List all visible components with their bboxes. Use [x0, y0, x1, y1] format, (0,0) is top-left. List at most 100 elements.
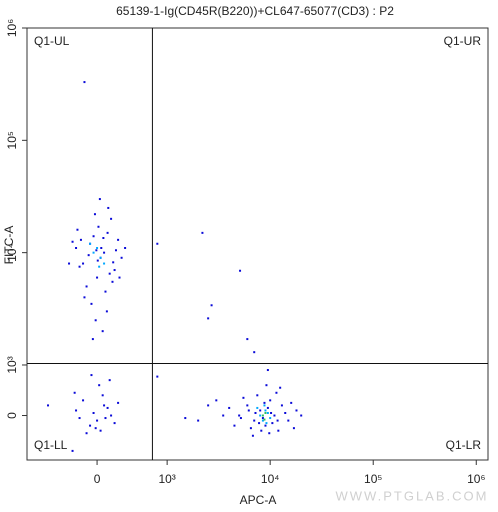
data-point — [75, 409, 78, 412]
data-point — [93, 213, 96, 216]
data-point — [104, 417, 107, 420]
data-point — [106, 406, 109, 409]
data-point — [266, 411, 269, 414]
data-point — [228, 406, 231, 409]
data-point — [101, 394, 104, 397]
data-point — [98, 198, 101, 201]
data-point — [94, 319, 97, 322]
data-point — [295, 409, 298, 412]
data-point — [95, 249, 98, 252]
data-point — [201, 231, 204, 234]
data-point — [89, 242, 92, 245]
data-point — [277, 429, 280, 432]
data-point — [68, 262, 71, 265]
data-point — [275, 391, 278, 394]
data-point — [47, 404, 50, 407]
data-point — [85, 285, 88, 288]
data-point — [258, 422, 261, 425]
data-point — [106, 231, 109, 234]
data-point — [120, 256, 123, 259]
data-point — [83, 296, 86, 299]
data-point — [92, 251, 95, 254]
data-point — [253, 419, 256, 422]
data-point — [102, 237, 105, 240]
data-point — [238, 414, 241, 417]
data-point — [92, 411, 95, 414]
data-point — [280, 404, 283, 407]
data-point — [246, 338, 249, 341]
data-point — [251, 434, 254, 437]
data-point — [85, 432, 88, 435]
data-point — [210, 304, 213, 307]
data-point — [256, 406, 259, 409]
data-point — [108, 379, 111, 382]
data-point — [96, 259, 99, 262]
y-tick-label: 10⁵ — [5, 131, 19, 149]
data-point — [75, 246, 78, 249]
data-point — [82, 262, 85, 265]
data-point — [104, 290, 107, 293]
y-tick-label: 10³ — [5, 356, 19, 373]
data-point — [105, 310, 108, 313]
data-point — [259, 414, 262, 417]
x-tick-label: 10⁴ — [261, 472, 280, 486]
data-point — [111, 280, 114, 283]
data-point — [113, 422, 116, 425]
quadrant-label: Q1-UL — [34, 34, 70, 48]
y-tick-label: 0 — [5, 412, 19, 419]
data-point — [92, 235, 95, 238]
data-point — [83, 81, 86, 84]
data-point — [96, 246, 99, 249]
data-point — [233, 424, 236, 427]
data-point — [264, 411, 267, 414]
data-point — [239, 417, 242, 420]
data-point — [261, 417, 264, 420]
data-point — [268, 432, 271, 435]
data-point — [108, 272, 111, 275]
data-point — [263, 418, 266, 421]
data-point — [263, 401, 266, 404]
data-point — [270, 411, 273, 414]
data-point — [249, 427, 252, 430]
data-point — [265, 384, 268, 387]
watermark: WWW.PTGLAB.COM — [336, 488, 489, 503]
data-point — [265, 422, 268, 425]
quadrant-label: Q1-LL — [34, 438, 68, 452]
data-point — [71, 449, 74, 452]
data-point — [256, 394, 259, 397]
y-tick-label: 10⁴ — [5, 243, 19, 262]
data-point — [90, 302, 93, 305]
data-point — [246, 404, 249, 407]
data-point — [269, 417, 272, 420]
data-point — [100, 246, 103, 249]
x-tick-label: 10⁶ — [467, 472, 485, 486]
data-point — [87, 254, 90, 257]
data-point — [207, 317, 210, 320]
data-point — [156, 375, 159, 378]
data-point — [96, 419, 99, 422]
data-point — [260, 429, 263, 432]
x-tick-label: 0 — [94, 472, 101, 486]
data-point — [284, 411, 287, 414]
y-axis-label: FITC-A — [2, 226, 16, 265]
data-point — [112, 261, 115, 264]
data-point — [99, 256, 102, 259]
data-point — [97, 225, 100, 228]
data-point — [264, 409, 267, 412]
data-point — [261, 419, 264, 422]
data-point — [99, 429, 102, 432]
data-point — [292, 427, 295, 430]
data-point — [113, 269, 116, 272]
data-point — [118, 276, 121, 279]
data-point — [261, 414, 264, 417]
quadrant-label: Q1-UR — [444, 34, 482, 48]
data-point — [259, 409, 262, 412]
data-point — [254, 411, 257, 414]
data-point — [98, 384, 101, 387]
data-point — [101, 330, 104, 333]
data-point — [253, 351, 256, 354]
data-point — [156, 242, 159, 245]
x-tick-label: 10⁵ — [364, 472, 382, 486]
data-point — [98, 265, 101, 268]
